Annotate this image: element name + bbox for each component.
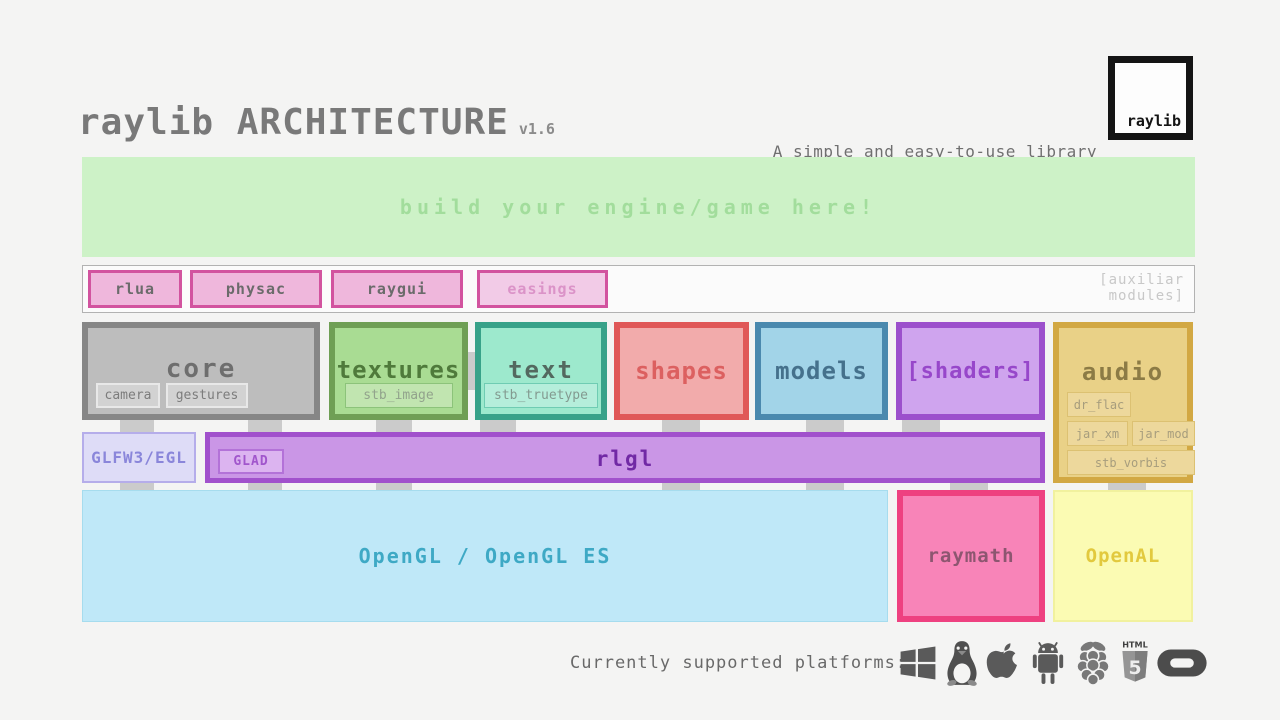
aux-module-physac: physac bbox=[190, 270, 322, 308]
aux-module-raygui: raygui bbox=[331, 270, 463, 308]
html5-icon: HTML 5 bbox=[1117, 639, 1153, 687]
version-label: v1.6 bbox=[518, 120, 555, 138]
auxiliary-modules-row: rlua physac raygui easings [auxiliar mod… bbox=[82, 265, 1195, 313]
auxiliary-side-label-line2: modules] bbox=[1108, 288, 1184, 304]
raspberry-pi-icon bbox=[1072, 640, 1114, 686]
module-shapes: shapes bbox=[614, 322, 749, 420]
submodule-stb-vorbis: stb_vorbis bbox=[1067, 450, 1195, 475]
submodule-camera: camera bbox=[96, 383, 160, 408]
raylib-logo-text: raylib bbox=[1126, 112, 1181, 130]
aux-module-rlua: rlua bbox=[88, 270, 182, 308]
platform-icons: HTML 5 bbox=[896, 636, 1208, 690]
apple-icon bbox=[984, 640, 1024, 686]
module-openal: OpenAL bbox=[1053, 490, 1193, 622]
windows-icon bbox=[896, 641, 940, 685]
platforms-label: Currently supported platforms: bbox=[570, 653, 908, 673]
module-glfw-egl: GLFW3/EGL bbox=[82, 432, 196, 483]
module-opengl: OpenGL / OpenGL ES bbox=[82, 490, 888, 622]
page-title: raylib ARCHITECTURE v1.6 bbox=[78, 102, 555, 143]
linux-icon bbox=[943, 639, 981, 687]
build-engine-banner: build your engine/game here! bbox=[82, 157, 1195, 257]
submodule-stb-image: stb_image bbox=[344, 383, 453, 408]
aux-module-easings: easings bbox=[477, 270, 608, 308]
module-raymath: raymath bbox=[897, 490, 1045, 622]
build-engine-banner-label: build your engine/game here! bbox=[399, 195, 878, 219]
module-text-label: text bbox=[508, 356, 574, 384]
submodule-gestures: gestures bbox=[166, 383, 248, 408]
auxiliary-side-label-line1: [auxiliar bbox=[1099, 272, 1184, 288]
module-audio: audio dr_flac jar_xm jar_mod stb_vorbis bbox=[1053, 322, 1195, 483]
module-textures: textures stb_image bbox=[329, 322, 468, 420]
auxiliary-side-label: [auxiliar modules] bbox=[1099, 272, 1184, 304]
module-rlgl: rlgl GLAD bbox=[205, 432, 1045, 483]
submodule-jar-xm: jar_xm bbox=[1067, 421, 1128, 446]
module-models: models bbox=[755, 322, 888, 420]
submodule-dr-flac: dr_flac bbox=[1067, 392, 1131, 417]
svg-text:HTML: HTML bbox=[1122, 639, 1148, 649]
module-core: core camera gestures bbox=[82, 322, 320, 420]
android-icon bbox=[1027, 640, 1069, 686]
module-textures-label: textures bbox=[336, 356, 461, 384]
connector bbox=[466, 352, 477, 390]
submodule-glad: GLAD bbox=[218, 449, 284, 474]
module-core-label: core bbox=[165, 354, 237, 384]
tagline-line1: A simple and easy-to-use library bbox=[772, 142, 1097, 161]
module-rlgl-label: rlgl bbox=[595, 447, 655, 471]
module-text: text stb_truetype bbox=[475, 322, 607, 420]
title-text: raylib ARCHITECTURE bbox=[78, 102, 509, 143]
module-audio-label: audio bbox=[1081, 358, 1165, 386]
module-shaders: [shaders] bbox=[896, 322, 1045, 420]
svg-text:5: 5 bbox=[1128, 658, 1141, 679]
oculus-icon bbox=[1156, 645, 1208, 681]
raylib-logo: raylib bbox=[1108, 56, 1193, 140]
submodule-jar-mod: jar_mod bbox=[1132, 421, 1195, 446]
submodule-stb-truetype: stb_truetype bbox=[484, 383, 598, 408]
